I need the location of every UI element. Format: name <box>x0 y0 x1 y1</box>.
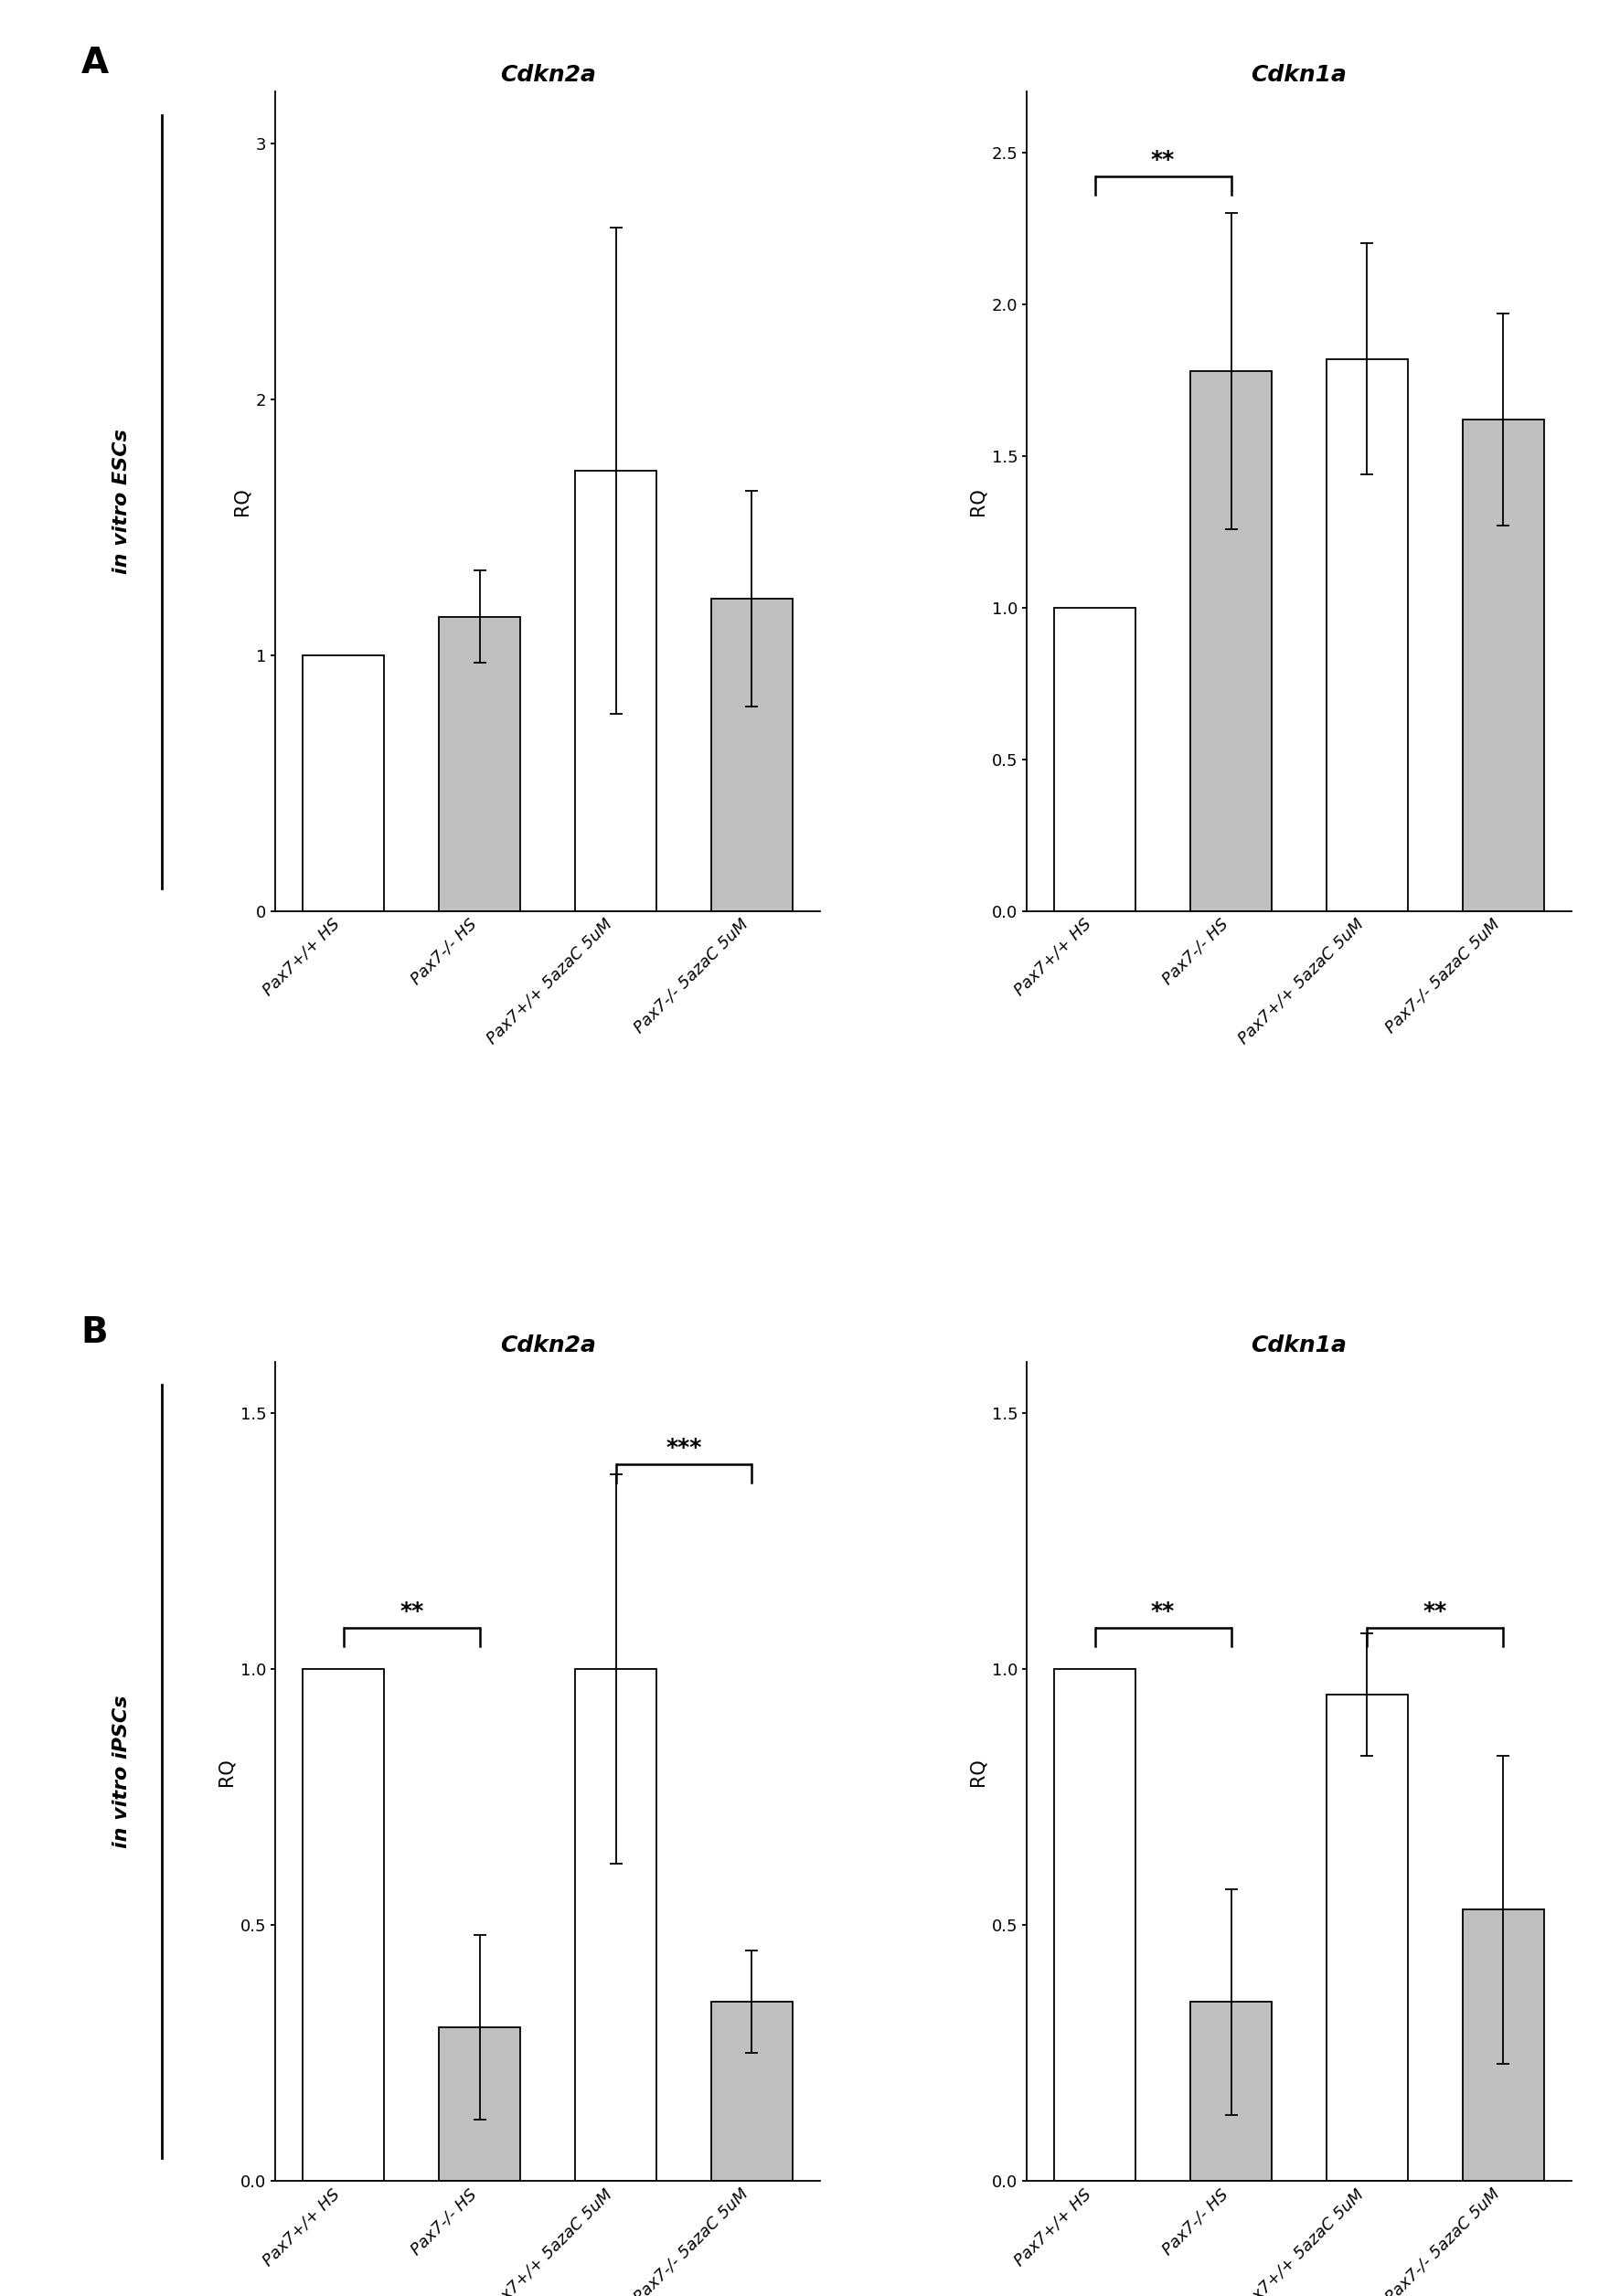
Bar <box>439 618 520 912</box>
Y-axis label: RQ: RQ <box>969 1756 987 1786</box>
Bar <box>711 599 792 912</box>
Bar <box>1327 358 1408 912</box>
Bar <box>1055 1669 1136 2181</box>
Bar <box>303 654 384 912</box>
Title: Cdkn1a: Cdkn1a <box>1251 64 1348 87</box>
Title: Cdkn1a: Cdkn1a <box>1251 1334 1348 1357</box>
Title: Cdkn2a: Cdkn2a <box>499 1334 596 1357</box>
Y-axis label: RQ: RQ <box>217 1756 235 1786</box>
Text: in vitro iPSCs: in vitro iPSCs <box>112 1694 131 1848</box>
Bar <box>575 471 656 912</box>
Text: **: ** <box>1424 1600 1447 1623</box>
Text: A: A <box>81 46 109 80</box>
Bar <box>1463 420 1544 912</box>
Bar <box>1191 2002 1272 2181</box>
Y-axis label: RQ: RQ <box>969 487 987 517</box>
Bar <box>439 2027 520 2181</box>
Bar <box>303 1669 384 2181</box>
Text: B: B <box>81 1316 109 1350</box>
Text: **: ** <box>1150 1600 1174 1623</box>
Bar <box>711 2002 792 2181</box>
Bar <box>575 1669 656 2181</box>
Text: in vitro ESCs: in vitro ESCs <box>112 429 131 574</box>
Title: Cdkn2a: Cdkn2a <box>499 64 596 87</box>
Y-axis label: RQ: RQ <box>233 487 251 517</box>
Bar <box>1055 608 1136 912</box>
Text: ***: *** <box>666 1437 701 1458</box>
Bar <box>1463 1910 1544 2181</box>
Bar <box>1191 372 1272 912</box>
Bar <box>1327 1694 1408 2181</box>
Text: **: ** <box>400 1600 423 1623</box>
Text: **: ** <box>1150 149 1174 172</box>
